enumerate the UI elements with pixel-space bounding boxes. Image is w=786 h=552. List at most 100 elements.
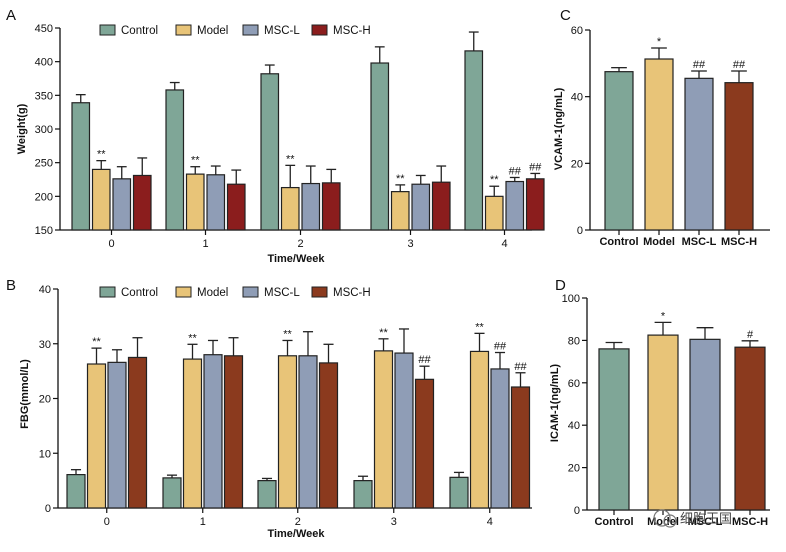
panel-a-xtick-label-4: 4 xyxy=(501,238,507,250)
panel-d-sig-model: * xyxy=(661,310,666,322)
panel-d-chart: 0 20 40 60 80 100 Control * Model MSC-L # MSC-H xyxy=(562,293,770,528)
panel-b-bar-control-1 xyxy=(162,477,182,509)
panel-label-b: B xyxy=(6,277,16,294)
panel-b-xlabel: Time/Week xyxy=(267,528,325,540)
panel-c-xtick-label-msc-h: MSC-H xyxy=(721,236,757,248)
panel-d-xtick-label-msc-h: MSC-H xyxy=(732,516,768,528)
panel-a-xtick-label-3: 3 xyxy=(407,238,413,250)
watermark-text: 细胞王国 xyxy=(680,511,732,526)
panel-c-bar-control xyxy=(604,71,634,231)
panel-d-ytick-label-60: 60 xyxy=(568,378,580,390)
panel-b-legend-swatch-msc-l xyxy=(242,286,259,298)
panel-c-bar-msc-l xyxy=(684,77,714,231)
panel-c-sig-model: * xyxy=(657,36,662,48)
panel-b-bar-msc-h-4 xyxy=(510,386,531,509)
panel-d-ytick-label-40: 40 xyxy=(568,420,580,432)
panel-b-ytick-label-10: 10 xyxy=(39,448,51,460)
panel-a-legend-swatch-model xyxy=(175,24,192,36)
panel-a-ytick-label-300: 300 xyxy=(35,124,53,136)
panel-a-bar-msc-h-1 xyxy=(226,183,246,231)
panel-c-ytick-label-0: 0 xyxy=(577,225,583,237)
panel-b-xtick-label-4: 4 xyxy=(487,516,493,528)
panel-c-sig-msc-h: ## xyxy=(733,59,746,71)
panel-b-bar-model-0 xyxy=(86,363,107,509)
panel-b-legend-label-control: Control xyxy=(121,287,158,299)
panel-a-bar-msc-l-2 xyxy=(301,182,321,231)
panel-a-sig-model-4: ** xyxy=(490,174,499,186)
panel-c-ytick-label-20: 20 xyxy=(571,158,583,170)
panel-c-chart: 0 20 40 60 Control * Model ## MSC-L ## MSC-H xyxy=(571,25,770,248)
panel-b-bar-control-2 xyxy=(257,480,277,509)
panel-a-xtick-label-1: 1 xyxy=(202,238,208,250)
panel-a-sig-model-1: ** xyxy=(191,155,200,167)
panel-a-bar-model-0 xyxy=(91,168,111,231)
panel-b-bar-model-3 xyxy=(373,350,394,509)
panel-c-ylabel: VCAM-1(ng/mL) xyxy=(553,87,565,170)
panel-a-bar-model-4 xyxy=(484,195,504,231)
panel-a-ytick-label-450: 450 xyxy=(35,23,53,35)
panel-b-ytick-label-0: 0 xyxy=(45,503,51,515)
panel-b-bar-msc-l-2 xyxy=(298,355,318,509)
panel-c-ytick-label-40: 40 xyxy=(571,92,583,104)
panel-a-bar-control-2 xyxy=(260,73,280,231)
panel-a-ytick-label-400: 400 xyxy=(35,57,53,69)
panel-a-sig-model-2: ** xyxy=(286,153,295,165)
panel-b-bar-msc-l-1 xyxy=(203,354,223,509)
panel-b-bar-msc-h-2 xyxy=(318,362,339,509)
panel-b-legend-label-model: Model xyxy=(197,287,228,299)
panel-a-bar-msc-h-2 xyxy=(321,182,341,231)
panel-b-bar-model-4 xyxy=(469,350,490,509)
panel-b-xtick-label-1: 1 xyxy=(200,516,206,528)
panel-b-ytick-label-40: 40 xyxy=(39,284,51,296)
panel-a-xtick-label-0: 0 xyxy=(108,238,114,250)
panel-a-legend-label-msc-l: MSC-L xyxy=(264,25,300,37)
panel-c-xtick-label-control: Control xyxy=(599,236,638,248)
panel-a-bar-control-4 xyxy=(464,50,484,231)
panel-a-bar-msc-l-4 xyxy=(505,180,525,231)
panel-b-sig-model-0: ** xyxy=(92,336,101,348)
panel-b-sig-msc-h-3: ## xyxy=(418,354,431,366)
panel-b-legend-swatch-msc-h xyxy=(311,286,328,298)
panel-d-xtick-label-control: Control xyxy=(594,516,633,528)
panel-b-ytick-label-30: 30 xyxy=(39,339,51,351)
panel-a-chart: 150 200 250 300 350 400 450 ** 0 ** 1 ** 2 ** 3 ** ## ## 4… xyxy=(35,23,545,250)
panel-b-legend-swatch-control xyxy=(99,286,116,298)
panel-label-c: C xyxy=(560,7,571,24)
panel-b-xtick-label-2: 2 xyxy=(295,516,301,528)
panel-a-bar-model-2 xyxy=(280,186,300,231)
panel-b-ytick-label-20: 20 xyxy=(39,394,51,406)
panel-b-legend-swatch-model xyxy=(175,286,192,298)
panel-a-ytick-label-150: 150 xyxy=(35,225,53,237)
panel-a-bar-msc-h-4 xyxy=(525,178,545,231)
panel-a-sig-msc-l-4: ## xyxy=(509,165,522,177)
panel-b-chart: 0 10 20 30 40 ** 0 ** 1 ** 2 ** ## 3 ** ## ## 4 Control Mod… xyxy=(39,284,532,528)
panel-b-legend-label-msc-h: MSC-H xyxy=(333,287,371,299)
panel-a-ylabel: Weight(g) xyxy=(16,103,28,154)
panel-a-legend-swatch-control xyxy=(99,24,116,36)
panel-b-sig-model-2: ** xyxy=(283,328,292,340)
panel-a-bar-control-0 xyxy=(71,102,91,231)
panel-d-ytick-label-80: 80 xyxy=(568,335,580,347)
panel-b-bar-msc-h-0 xyxy=(127,356,148,509)
panel-b-xtick-label-0: 0 xyxy=(104,516,110,528)
panel-b-sig-model-3: ** xyxy=(379,327,388,339)
panel-d-ylabel: ICAM-1(ng/mL) xyxy=(549,364,561,443)
panel-b-bar-msc-h-3 xyxy=(414,378,435,509)
panel-b-bar-control-4 xyxy=(449,476,469,509)
panel-c-xtick-label-model: Model xyxy=(643,236,675,248)
panel-a-sig-model-0: ** xyxy=(97,149,106,161)
wechat-icon xyxy=(653,509,671,527)
panel-d-bar-control xyxy=(598,348,630,511)
panel-a-sig-msc-h-4: ## xyxy=(529,161,542,173)
panel-b-xtick-label-3: 3 xyxy=(391,516,397,528)
panel-d-xtick-label-msc-l: MSC-L xyxy=(688,516,723,528)
panel-d-bar-msc-l xyxy=(689,338,721,511)
panel-b-bar-msc-l-0 xyxy=(107,361,127,509)
panel-a-bar-control-3 xyxy=(370,62,390,231)
panel-b-bar-msc-l-3 xyxy=(394,352,414,509)
panel-b-ylabel: FBG(mmol/L) xyxy=(19,359,31,429)
panel-d-sig-msc-h: # xyxy=(747,329,754,341)
panel-b-sig-msc-h-4: ## xyxy=(514,361,527,373)
panel-a-xtick-label-2: 2 xyxy=(297,238,303,250)
